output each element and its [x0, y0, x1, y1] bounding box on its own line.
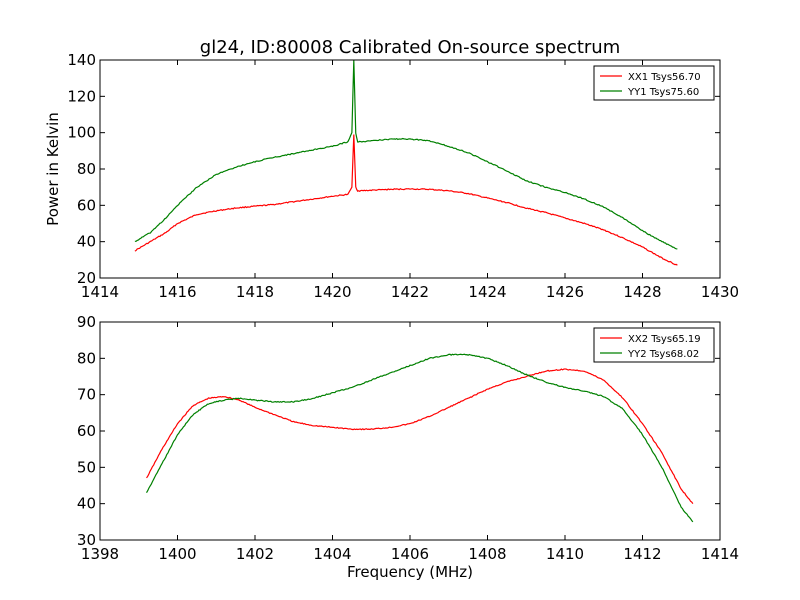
x-axis-label: Frequency (MHz) [347, 563, 473, 581]
chart-2: 1398 1400 1402 1404 1406 1408 1410 1412 1414 30 40… [77, 313, 739, 581]
legend-label: YY2 Tsys68.02 [627, 349, 699, 360]
y-tick-label: 90 [77, 313, 96, 331]
legend-label: YY1 Tsys75.60 [627, 87, 699, 98]
y-tick-label: 70 [77, 386, 96, 404]
x-tick-label: 1416 [158, 283, 196, 301]
y-tick-label: 20 [77, 269, 96, 287]
y-tick-label: 80 [77, 349, 96, 367]
x-tick-label: 1410 [546, 545, 584, 563]
y-tick-label: 40 [77, 495, 96, 513]
x-tick-label: 1430 [701, 283, 739, 301]
y-axis-label: Power in Kelvin [44, 112, 62, 226]
legend-box [593, 65, 715, 101]
legend: XX2 Tsys65.19 YY2 Tsys68.02 [593, 327, 715, 363]
chart-title: gl24, ID:80008 Calibrated On-source spec… [200, 37, 620, 58]
legend-box [593, 327, 715, 363]
x-tick-label: 1404 [313, 545, 351, 563]
y-tick-label: 120 [67, 87, 96, 105]
y-tick-label: 100 [67, 124, 96, 142]
y-tick-label: 80 [77, 160, 96, 178]
x-tick-label: 1402 [236, 545, 274, 563]
x-tick-label: 1414 [701, 545, 739, 563]
x-tick-label: 1408 [468, 545, 506, 563]
y-tick-label: 60 [77, 422, 96, 440]
x-tick-label: 1398 [81, 545, 119, 563]
series-line-2 [145, 353, 694, 523]
series-line-1 [134, 134, 678, 266]
x-tick-label: 1418 [236, 283, 274, 301]
series-line-1 [146, 368, 694, 505]
x-tick-label: 1406 [391, 545, 429, 563]
y-tick-label: 40 [77, 233, 96, 251]
y-tick-label: 60 [77, 196, 96, 214]
chart-1: 1414 1416 1418 1420 1422 1424 1426 1428 1430 20 40… [44, 37, 739, 301]
x-tick-label: 1424 [468, 283, 506, 301]
legend-label: XX2 Tsys65.19 [628, 334, 701, 345]
series-line-2 [134, 59, 678, 250]
legend: XX1 Tsys56.70 YY1 Tsys75.60 [593, 65, 715, 101]
y-tick-label: 140 [67, 51, 96, 69]
x-tick-label: 1412 [623, 545, 661, 563]
x-tick-label: 1428 [623, 283, 661, 301]
y-tick-label: 50 [77, 458, 96, 476]
x-tick-label: 1414 [81, 283, 119, 301]
legend-label: XX1 Tsys56.70 [628, 72, 701, 83]
y-tick-label: 30 [77, 531, 96, 549]
x-tick-label: 1422 [391, 283, 429, 301]
x-tick-label: 1426 [546, 283, 584, 301]
x-tick-label: 1420 [313, 283, 351, 301]
x-tick-label: 1400 [158, 545, 196, 563]
